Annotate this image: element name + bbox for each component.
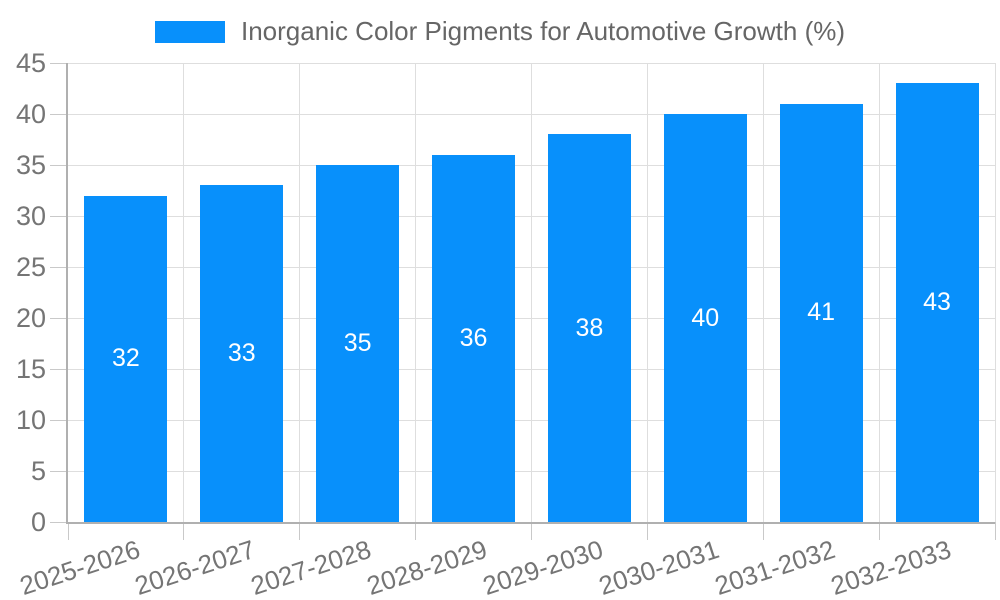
- x-tick-label: 2031-2032: [710, 534, 839, 600]
- bar-value-label: 43: [923, 288, 951, 317]
- x-gridline: [646, 63, 648, 522]
- x-tick-label: 2029-2030: [479, 534, 607, 600]
- bar: 33: [200, 185, 284, 522]
- y-tick: [50, 317, 68, 319]
- chart-legend: Inorganic Color Pigments for Automotive …: [0, 16, 1000, 47]
- x-gridline: [299, 63, 301, 522]
- x-gridline: [415, 63, 417, 522]
- y-tick-label: 5: [30, 456, 46, 486]
- x-gridline: [183, 63, 185, 522]
- x-tick: [994, 522, 996, 540]
- y-axis-line: [66, 63, 68, 522]
- y-tick-label: 35: [15, 150, 46, 180]
- x-tick: [183, 522, 185, 540]
- bar-value-label: 36: [459, 323, 488, 352]
- y-tick-label: 20: [15, 303, 46, 333]
- y-tick: [50, 521, 68, 523]
- y-tick-label: 30: [15, 201, 46, 231]
- y-tick-label: 40: [15, 99, 46, 129]
- y-tick: [50, 113, 68, 115]
- y-tick-label: 25: [15, 252, 46, 282]
- x-axis-line: [66, 522, 995, 524]
- x-tick: [299, 522, 301, 540]
- bar-value-label: 32: [112, 344, 140, 373]
- bar: 38: [547, 134, 631, 522]
- x-gridline: [878, 63, 880, 522]
- bar-value-label: 41: [807, 298, 836, 327]
- x-tick-label: 2028-2029: [363, 534, 491, 600]
- y-tick-label: 45: [15, 48, 46, 78]
- bar: 43: [895, 83, 979, 522]
- bar: 41: [779, 103, 863, 522]
- x-gridline: [531, 63, 532, 522]
- y-tick: [50, 470, 68, 472]
- legend-label: Inorganic Color Pigments for Automotive …: [240, 16, 846, 46]
- y-tick: [50, 368, 68, 370]
- y-tick-label: 10: [15, 405, 46, 435]
- x-tick-label: 2030-2031: [595, 534, 723, 600]
- x-tick-label: 2026-2027: [131, 534, 260, 600]
- bar: 36: [432, 154, 516, 522]
- x-tick: [878, 522, 880, 540]
- bar: 35: [316, 165, 400, 522]
- x-tick-label: 2025-2026: [15, 534, 144, 600]
- x-gridline: [994, 63, 996, 522]
- y-tick: [50, 215, 68, 217]
- y-tick-label: 0: [30, 507, 46, 537]
- bar: 32: [84, 195, 168, 522]
- x-tick-label: 2032-2033: [826, 534, 955, 600]
- x-tick: [415, 522, 417, 540]
- bar-value-label: 35: [343, 329, 372, 357]
- x-tick: [67, 522, 69, 540]
- x-tick-label: 2027-2028: [247, 534, 375, 600]
- bar-value-label: 33: [227, 339, 256, 368]
- y-tick-label: 15: [15, 354, 46, 384]
- x-tick: [762, 522, 764, 540]
- x-tick: [531, 522, 532, 540]
- y-tick: [50, 419, 68, 421]
- bar-value-label: 38: [575, 313, 604, 342]
- legend-swatch-icon: [154, 20, 225, 43]
- bar-value-label: 40: [691, 303, 720, 332]
- x-gridline: [762, 63, 764, 522]
- y-tick: [50, 164, 68, 166]
- bar: 40: [663, 114, 747, 522]
- x-tick: [646, 522, 648, 540]
- y-tick: [50, 62, 68, 64]
- y-tick: [50, 266, 68, 268]
